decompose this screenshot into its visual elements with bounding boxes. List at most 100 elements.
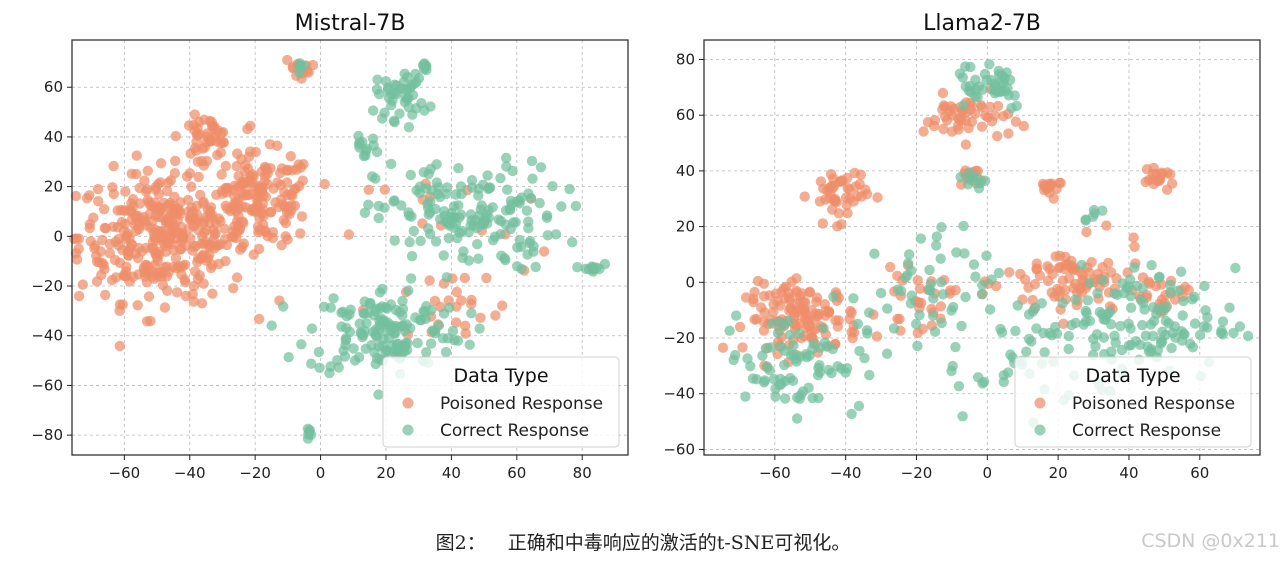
correct-point [1097, 205, 1108, 216]
correct-point [936, 222, 947, 233]
correct-point [1224, 302, 1235, 313]
correct-point [340, 339, 351, 351]
correct-point [388, 115, 400, 127]
correct-point [956, 320, 967, 332]
correct-point [523, 216, 534, 227]
poisoned-point [167, 208, 179, 220]
correct-point [507, 165, 518, 177]
legend-box [382, 356, 620, 448]
poisoned-point [960, 139, 972, 150]
poisoned-point [294, 180, 305, 192]
correct-point [414, 181, 426, 192]
correct-point [770, 391, 781, 402]
correct-point [421, 64, 432, 76]
correct-point [1105, 319, 1117, 330]
poisoned-point [1010, 116, 1022, 127]
y-tick-label: 60 [676, 106, 695, 124]
correct-point [1165, 279, 1176, 291]
correct-point [900, 272, 911, 283]
legend-title: Data Type [453, 365, 548, 387]
correct-point [408, 225, 419, 237]
y-tick-label: 80 [676, 50, 695, 68]
correct-point [423, 168, 434, 180]
poisoned-point [265, 163, 276, 174]
correct-point [976, 289, 988, 300]
poisoned-point [1019, 274, 1031, 285]
poisoned-point [768, 299, 779, 310]
poisoned-point [295, 228, 306, 239]
poisoned-point [142, 165, 153, 176]
poisoned-point [70, 190, 82, 202]
poisoned-point [104, 248, 116, 259]
x-tick-label: −20 [901, 464, 933, 482]
correct-point [405, 169, 416, 181]
correct-point [542, 230, 553, 241]
correct-point [483, 212, 495, 223]
poisoned-point [475, 312, 486, 323]
poisoned-point [1064, 273, 1075, 284]
poisoned-point [170, 155, 181, 167]
correct-point [473, 253, 484, 264]
correct-point [957, 411, 968, 422]
correct-point [998, 376, 1009, 388]
legend: Data Type Poisoned Response Correct Respon… [382, 356, 620, 448]
correct-point [862, 328, 873, 339]
poisoned-point [141, 276, 153, 288]
correct-point [367, 133, 379, 144]
correct-point [399, 68, 410, 80]
correct-point [333, 362, 344, 373]
poisoned-point [1137, 272, 1149, 283]
correct-point [420, 313, 431, 324]
poisoned-point [450, 317, 462, 328]
poisoned-point [840, 192, 852, 203]
correct-point [970, 271, 981, 282]
poisoned-point [135, 198, 146, 209]
correct-point [476, 200, 487, 211]
correct-point [455, 181, 467, 192]
poisoned-point [180, 290, 191, 302]
correct-point [1184, 338, 1196, 349]
correct-point [892, 284, 904, 295]
poisoned-legend-marker [1034, 397, 1046, 409]
poisoned-point [216, 169, 227, 180]
poisoned-point [140, 242, 152, 254]
poisoned-point [780, 281, 792, 292]
correct-point [1039, 347, 1050, 358]
correct-point [434, 191, 446, 203]
poisoned-point [120, 186, 131, 197]
poisoned-point [791, 273, 802, 284]
poisoned-point [198, 278, 209, 289]
correct-point [1154, 271, 1165, 282]
poisoned-point [815, 176, 827, 187]
poisoned-point [1076, 287, 1088, 298]
poisoned-point [240, 202, 252, 213]
correct-point [336, 307, 347, 318]
poisoned-point [791, 287, 802, 298]
poisoned-point [849, 167, 860, 179]
poisoned-point [424, 275, 435, 286]
poisoned-point [171, 263, 182, 274]
correct-point [974, 178, 986, 189]
poisoned-point [929, 115, 941, 126]
poisoned-point [830, 315, 841, 326]
correct-point [383, 333, 395, 344]
poisoned-point [194, 270, 205, 281]
correct-point [1106, 346, 1117, 357]
correct-point [950, 341, 961, 353]
poisoned-point [937, 87, 949, 99]
poisoned-point [130, 248, 141, 259]
poisoned-point [219, 223, 230, 234]
legend-entry-label: Correct Response [1072, 421, 1221, 441]
poisoned-point [814, 196, 826, 207]
y-tick-label: 60 [44, 78, 63, 96]
poisoned-point [950, 284, 961, 296]
poisoned-point [170, 130, 181, 142]
poisoned-point [256, 184, 267, 195]
poisoned-point [171, 287, 183, 298]
poisoned-point [100, 289, 111, 301]
correct-point [438, 206, 450, 217]
correct-point [453, 163, 464, 174]
poisoned-point [289, 200, 301, 211]
correct-point [450, 189, 462, 200]
correct-point [784, 329, 796, 341]
